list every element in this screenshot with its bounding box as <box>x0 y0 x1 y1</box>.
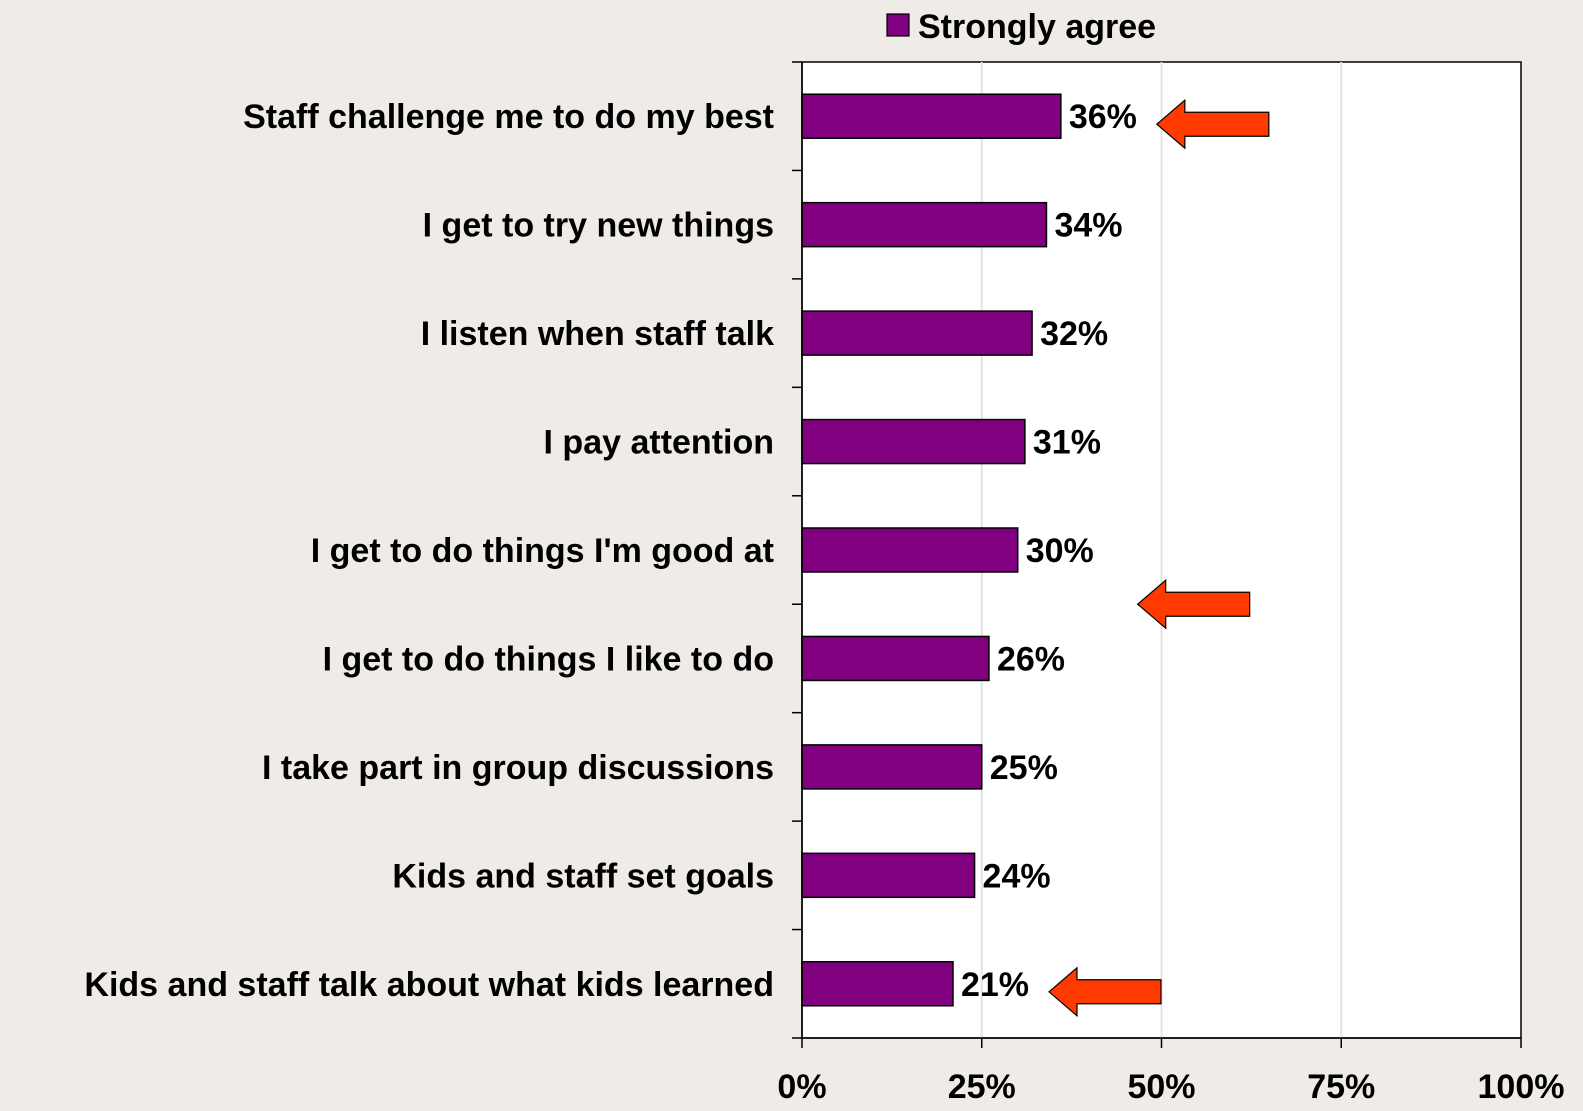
legend-label: Strongly agree <box>918 8 1156 46</box>
legend: Strongly agree <box>886 8 1156 46</box>
bar-value-label: 21% <box>961 966 1029 1004</box>
bar <box>801 852 976 899</box>
category-label: I get to do things I'm good at <box>311 532 774 570</box>
category-label: Kids and staff set goals <box>392 857 774 895</box>
bar <box>801 418 1026 465</box>
bar-value-label: 24% <box>983 857 1051 895</box>
bar <box>801 310 1033 356</box>
bar-value-label: 36% <box>1069 98 1137 136</box>
category-label: Staff challenge me to do my best <box>243 98 774 136</box>
labels: 36% Staff challenge me to do my best 34% I … <box>84 98 1564 1106</box>
x-tick-label: 25% <box>948 1068 1016 1106</box>
legend-swatch <box>886 13 910 37</box>
bar <box>801 527 1019 573</box>
category-label: I pay attention <box>544 424 774 462</box>
arrow-icon <box>1136 578 1251 630</box>
category-label: I listen when staff talk <box>421 315 774 353</box>
bars <box>801 93 1062 1007</box>
x-tick-label: 100% <box>1478 1068 1565 1106</box>
bar-value-label: 31% <box>1033 424 1101 462</box>
category-label: I get to do things I like to do <box>323 640 774 678</box>
bar <box>801 93 1062 139</box>
bar <box>801 635 990 682</box>
category-label: I take part in group discussions <box>262 749 774 787</box>
annotations <box>1048 98 1270 1018</box>
bar-value-label: 25% <box>990 749 1058 787</box>
x-tick-label: 75% <box>1307 1068 1375 1106</box>
x-tick-label: 0% <box>777 1068 826 1106</box>
arrow-icon <box>1155 98 1270 150</box>
bar <box>801 744 983 790</box>
bar <box>801 201 1048 248</box>
bar-value-label: 32% <box>1040 315 1108 353</box>
category-label: I get to try new things <box>423 207 774 245</box>
bar-value-label: 34% <box>1054 207 1122 245</box>
arrow-icon <box>1048 966 1162 1018</box>
bar-value-label: 30% <box>1026 532 1094 570</box>
axes <box>792 61 1522 1048</box>
category-label: Kids and staff talk about what kids lear… <box>84 966 774 1004</box>
bar-value-label: 26% <box>997 640 1065 678</box>
x-tick-label: 50% <box>1127 1068 1195 1106</box>
bar <box>801 961 954 1007</box>
